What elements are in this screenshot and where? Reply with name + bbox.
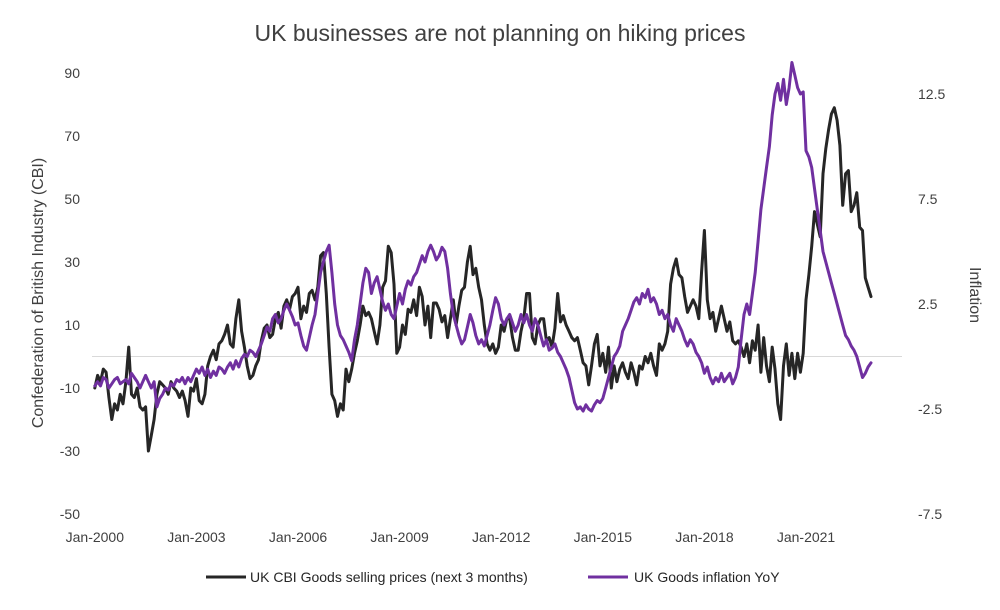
y2-tick-label: -2.5 [918, 401, 942, 417]
y-tick-label: 30 [64, 254, 80, 270]
x-tick-label: Jan-2015 [574, 529, 633, 545]
x-tick-label: Jan-2021 [777, 529, 836, 545]
y2-axis-ticks: 12.5 7.5 2.5 -2.5 -7.5 [918, 86, 945, 522]
y-tick-label: -10 [60, 380, 80, 396]
y-tick-label: 90 [64, 65, 80, 81]
x-tick-label: Jan-2000 [66, 529, 125, 545]
y2-tick-label: 2.5 [918, 296, 938, 312]
y-axis-title: Confederation of British Industry (CBI) [30, 158, 47, 428]
legend: UK CBI Goods selling prices (next 3 mont… [206, 569, 780, 585]
y-tick-label: -30 [60, 443, 80, 459]
series-layer [93, 61, 873, 453]
y-tick-label: 50 [64, 191, 80, 207]
legend-label-inflation: UK Goods inflation YoY [634, 569, 780, 585]
x-axis-ticks: Jan-2000 Jan-2003 Jan-2006 Jan-2009 Jan-2012… [66, 529, 836, 545]
x-tick-label: Jan-2006 [269, 529, 328, 545]
y-tick-label: -50 [60, 506, 80, 522]
x-tick-label: Jan-2009 [370, 529, 429, 545]
legend-label-cbi: UK CBI Goods selling prices (next 3 mont… [250, 569, 528, 585]
y-axis-ticks: 90 70 50 30 10 -10 -30 -50 [60, 65, 80, 522]
series-line-inflation [93, 61, 873, 413]
y-tick-label: 70 [64, 128, 80, 144]
y2-tick-label: 12.5 [918, 86, 945, 102]
y2-axis-title: Inflation [966, 267, 983, 323]
x-tick-label: Jan-2018 [675, 529, 734, 545]
x-tick-label: Jan-2012 [472, 529, 531, 545]
chart-title: UK businesses are not planning on hiking… [255, 20, 746, 46]
y2-tick-label: -7.5 [918, 506, 942, 522]
y2-tick-label: 7.5 [918, 191, 938, 207]
x-tick-label: Jan-2003 [167, 529, 226, 545]
y-tick-label: 10 [64, 317, 80, 333]
